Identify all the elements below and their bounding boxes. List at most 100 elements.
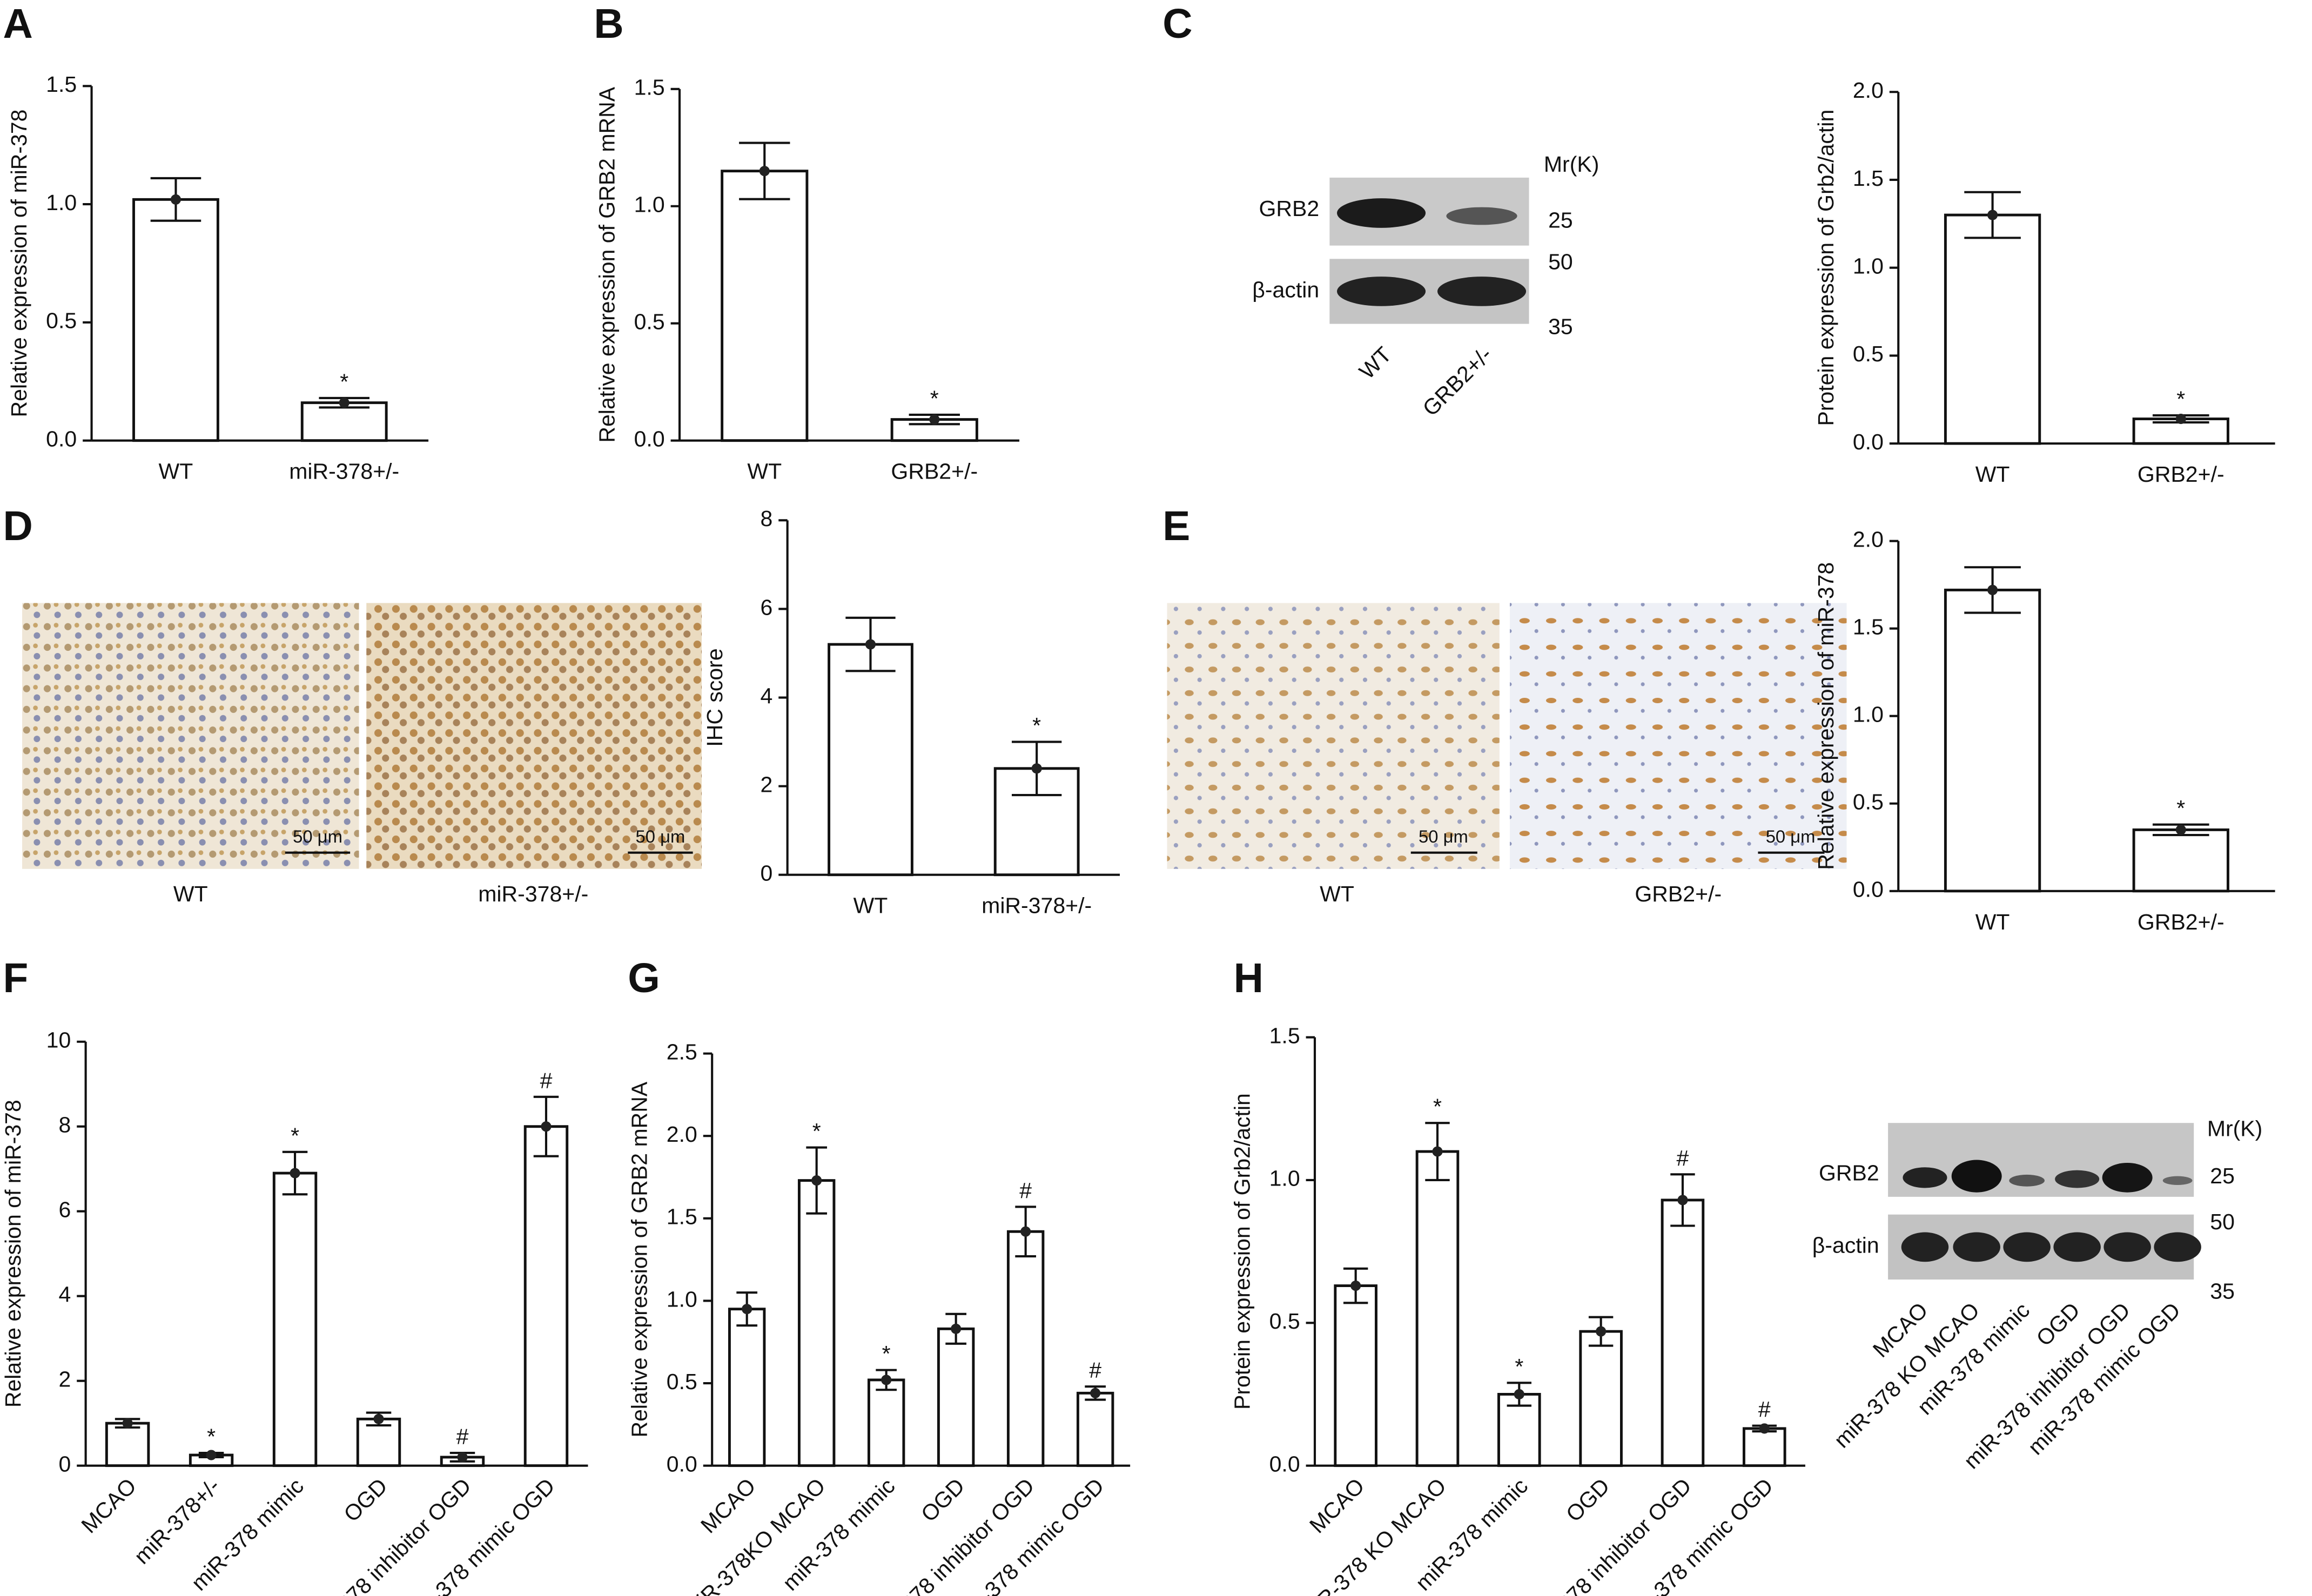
significance: * [1433,1094,1442,1119]
data-dot [881,1375,892,1385]
bar [300,401,388,442]
bar [2132,828,2229,893]
significance: # [1019,1178,1032,1203]
data-dot [170,194,182,205]
y-tick-label: 0.5 [1269,1309,1300,1334]
panel-label: B [594,1,623,47]
significance: * [340,369,348,394]
significance: * [930,386,939,410]
significance: * [291,1123,299,1148]
blot-row-label: GRB2 [1819,1161,1879,1186]
significance: * [2176,387,2185,412]
significance: * [1515,1354,1523,1379]
y-tick-label: 0 [761,861,773,886]
scale-label: 50 μm [1419,826,1468,846]
significance: # [456,1424,469,1449]
bar [937,1327,975,1467]
panel-label: C [1162,1,1192,47]
data-dot [1596,1326,1607,1337]
band [2162,1176,2193,1186]
band [2053,1232,2101,1262]
y-axis-label: Relative expression of miR-378 [1,1100,25,1408]
bar [272,1171,318,1467]
y-tick-label: 0.5 [1853,790,1884,814]
band [2154,1232,2201,1262]
bar [1334,1284,1377,1467]
data-dot [1432,1146,1443,1157]
blot-marker: 35 [2210,1278,2235,1303]
panel-label: D [3,503,32,549]
y-tick-label: 0.5 [1853,341,1884,366]
y-tick-label: 0.0 [1269,1451,1300,1476]
data-dot [2175,824,2186,835]
y-tick-label: 0.0 [1853,877,1884,902]
band [1901,1232,1949,1262]
band [2003,1232,2051,1262]
data-dot [1350,1280,1361,1291]
x-tick-label: GRB2+/- [891,459,978,484]
y-tick-label: 0.0 [46,427,77,452]
y-tick-label: 2.0 [1853,78,1884,103]
band [1953,1232,2000,1262]
y-tick-label: 2.0 [1853,527,1884,551]
blot-marker: 50 [1548,249,1573,274]
x-tick-label: WT [747,459,782,484]
data-dot [373,1413,384,1424]
y-tick-label: 2.5 [667,1039,697,1064]
band [1437,277,1527,306]
blot-marker: 25 [1548,208,1573,233]
y-axis-label: Relative expression of GRB2 mRNA [595,86,620,442]
bar [1579,1330,1623,1467]
data-dot [339,398,350,408]
blot-marker: 25 [2210,1163,2235,1188]
band [1903,1167,1947,1188]
y-tick-label: 4 [58,1282,71,1307]
y-tick-label: 1.5 [634,75,665,100]
x-tick-label: GRB2+/- [2138,462,2224,487]
bar [132,198,219,442]
significance: * [2176,796,2185,820]
band [1337,277,1426,306]
bar [728,1308,766,1467]
data-dot [811,1175,822,1186]
data-dot [1020,1226,1031,1237]
data-dot [759,166,770,177]
data-dot [1514,1389,1524,1400]
y-axis-label: Protein expression of Grb2/actin [1813,110,1838,426]
y-tick-label: 0.5 [634,309,665,334]
bar [1661,1198,1705,1467]
data-dot [457,1452,468,1463]
y-tick-label: 10 [46,1028,71,1053]
data-dot [865,639,876,650]
y-axis-label: Protein expression of Grb2/actin [1230,1093,1255,1410]
x-tick-label: GRB2+/- [2138,910,2224,934]
blot-unit: Mr(K) [1544,152,1599,177]
significance: # [1089,1358,1101,1383]
bar [523,1125,569,1467]
blot-row-label: β-actin [1252,277,1319,302]
blot-row-label: GRB2 [1259,196,1319,221]
scale-label: 50 μm [1766,826,1816,846]
micrograph [22,603,359,869]
data-dot [1031,763,1042,774]
panel-label: A [3,1,32,47]
blot-marker: 50 [2210,1209,2235,1234]
bar [828,643,913,877]
y-tick-label: 0.5 [46,308,77,333]
bar [1415,1150,1460,1467]
x-tick-label: miR-378+/- [982,893,1092,918]
micrograph-caption: GRB2+/- [1635,881,1722,906]
y-tick-label: 1.5 [1269,1023,1300,1048]
data-dot [206,1450,217,1460]
y-axis-label: Relative expression of miR-378 [1813,562,1838,870]
y-tick-label: 1.0 [1853,702,1884,727]
band [2102,1163,2153,1193]
band [1337,198,1426,228]
y-tick-label: 6 [58,1197,71,1222]
y-tick-label: 2 [761,772,773,797]
y-tick-label: 1.5 [1853,166,1884,191]
data-dot [2175,414,2186,425]
blot-row-label: β-actin [1812,1233,1879,1258]
bar [721,170,809,442]
